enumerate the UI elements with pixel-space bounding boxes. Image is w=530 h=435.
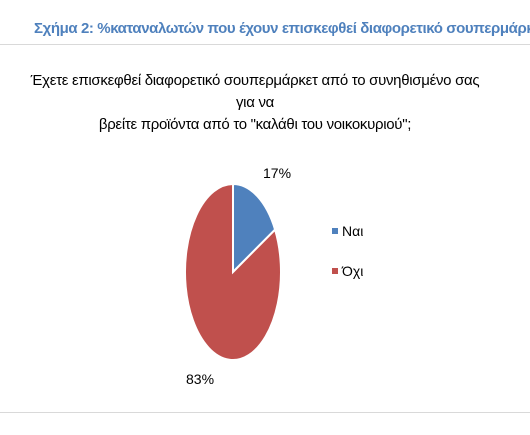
chart-title-line-1: Έχετε επισκεφθεί διαφορετικό σουπερμάρκε…: [30, 72, 480, 111]
data-label-nai: 17%: [263, 165, 292, 181]
legend-label-ochi: Όχι: [342, 263, 364, 279]
chart-title-line-2: βρείτε προϊόντα από το "καλάθι του νοικο…: [98, 116, 412, 133]
figure-title: Σχήμα 2: %καταναλωτών που έχουν επισκεφθ…: [34, 20, 530, 37]
chart-title: Έχετε επισκεφθεί διαφορετικό σουπερμάρκε…: [20, 70, 490, 136]
legend-swatch-nai: [332, 228, 338, 234]
legend-swatch-ochi: [332, 268, 338, 274]
legend-item-ochi: Όχι: [332, 261, 363, 281]
data-label-ochi: 83%: [186, 371, 215, 387]
title-divider: [0, 44, 530, 45]
pie-slice-ochi: [184, 182, 282, 361]
pie-slice-nai: [232, 182, 277, 275]
legend-item-nai: Ναι: [332, 221, 363, 241]
bottom-divider: [0, 412, 530, 413]
legend: Ναι Όχι: [332, 221, 363, 301]
legend-label-nai: Ναι: [342, 223, 364, 239]
